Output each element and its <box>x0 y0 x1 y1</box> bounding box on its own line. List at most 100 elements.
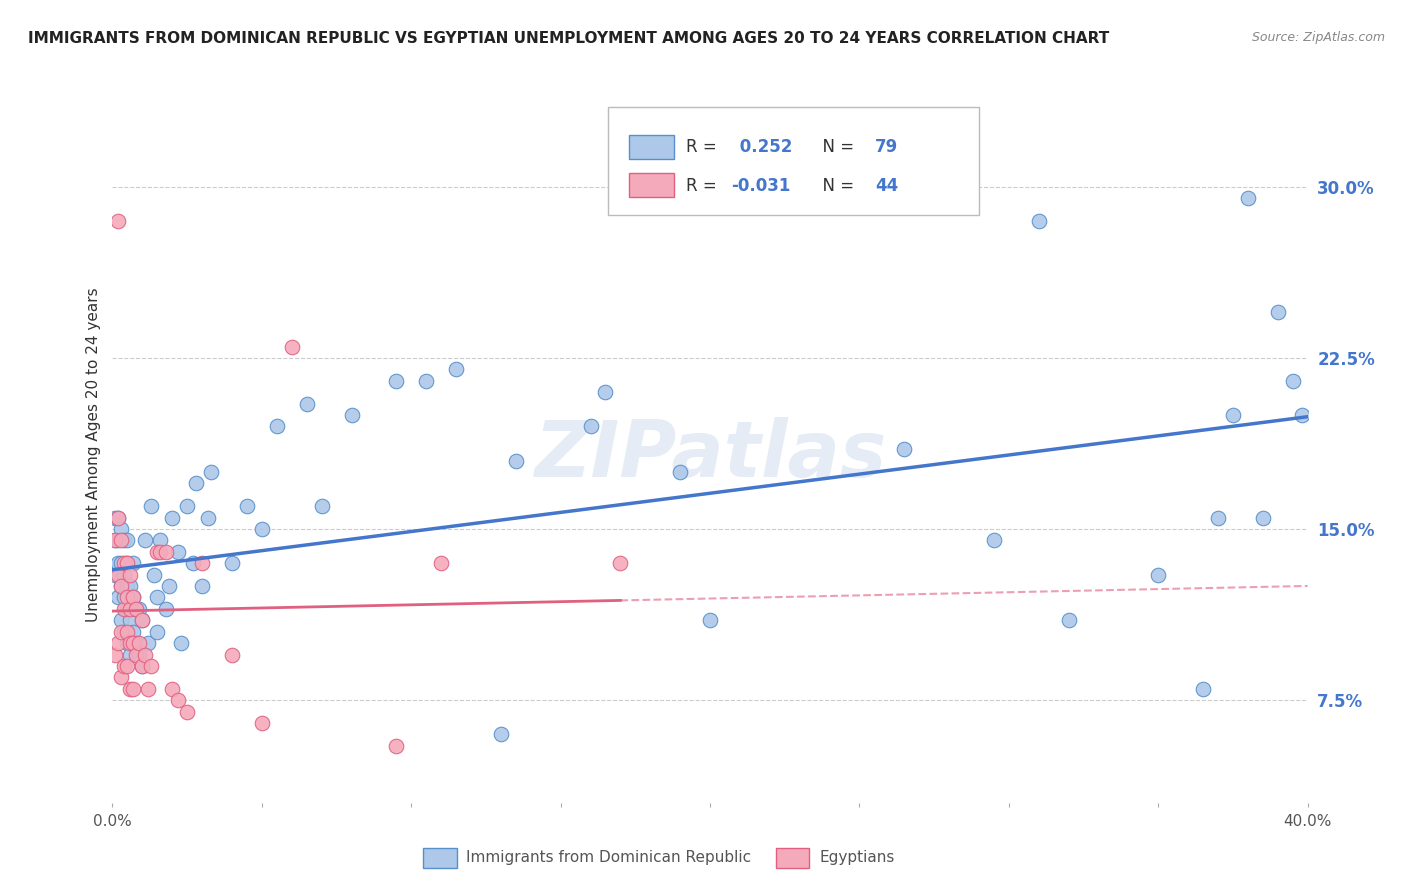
Point <box>699 613 721 627</box>
Text: 44: 44 <box>875 177 898 194</box>
Point <box>120 613 142 627</box>
Point <box>107 636 129 650</box>
FancyBboxPatch shape <box>628 135 675 159</box>
Point <box>128 648 150 662</box>
Text: N =: N = <box>811 177 859 194</box>
Text: 79: 79 <box>875 138 898 156</box>
Point <box>1237 191 1260 205</box>
FancyBboxPatch shape <box>776 848 810 868</box>
Point <box>125 648 148 662</box>
Point <box>122 591 145 605</box>
Point <box>104 533 127 548</box>
Point <box>122 591 145 605</box>
Point <box>138 681 160 696</box>
Point <box>893 442 915 457</box>
Point <box>120 567 142 582</box>
Point <box>110 670 132 684</box>
Point <box>176 705 198 719</box>
Point <box>107 510 129 524</box>
Point <box>143 567 166 582</box>
Point <box>1057 613 1080 627</box>
Point <box>669 465 692 479</box>
Point <box>122 556 145 570</box>
Point <box>1281 374 1303 388</box>
Point <box>983 533 1005 548</box>
Point <box>186 476 208 491</box>
Point <box>120 579 142 593</box>
Text: R =: R = <box>686 138 723 156</box>
Point <box>149 533 172 548</box>
Point <box>114 567 135 582</box>
Point <box>107 591 129 605</box>
Point <box>117 659 139 673</box>
Point <box>134 648 156 662</box>
Point <box>181 556 204 570</box>
Text: Source: ZipAtlas.com: Source: ZipAtlas.com <box>1251 31 1385 45</box>
Point <box>107 556 129 570</box>
Point <box>104 567 127 582</box>
Point <box>104 510 127 524</box>
Point <box>167 545 190 559</box>
Point <box>415 374 437 388</box>
Point <box>295 396 318 410</box>
Point <box>114 533 135 548</box>
Point <box>191 579 214 593</box>
Point <box>1192 681 1215 696</box>
Point <box>197 510 219 524</box>
Point <box>191 556 214 570</box>
Text: Immigrants from Dominican Republic: Immigrants from Dominican Republic <box>467 850 751 865</box>
Point <box>236 500 259 514</box>
Point <box>221 648 243 662</box>
Text: IMMIGRANTS FROM DOMINICAN REPUBLIC VS EGYPTIAN UNEMPLOYMENT AMONG AGES 20 TO 24 : IMMIGRANTS FROM DOMINICAN REPUBLIC VS EG… <box>28 31 1109 46</box>
Text: Egyptians: Egyptians <box>820 850 896 865</box>
FancyBboxPatch shape <box>609 107 979 215</box>
Point <box>120 648 142 662</box>
Point <box>117 579 139 593</box>
Point <box>114 556 135 570</box>
Point <box>117 556 139 570</box>
Point <box>114 602 135 616</box>
Text: R =: R = <box>686 177 723 194</box>
Point <box>311 500 333 514</box>
Point <box>595 385 617 400</box>
Point <box>221 556 243 570</box>
Point <box>157 579 180 593</box>
Point <box>117 533 139 548</box>
Point <box>1267 305 1289 319</box>
Point <box>1028 214 1050 228</box>
Point <box>250 715 273 730</box>
Point <box>120 636 142 650</box>
Text: -0.031: -0.031 <box>731 177 792 194</box>
Point <box>1206 510 1229 524</box>
Point <box>146 591 169 605</box>
Point <box>1251 510 1274 524</box>
Point <box>444 362 467 376</box>
Point <box>117 591 139 605</box>
Point <box>122 681 145 696</box>
Point <box>110 556 132 570</box>
Point <box>1147 567 1170 582</box>
Point <box>162 510 183 524</box>
Point <box>146 624 169 639</box>
Point <box>141 500 163 514</box>
Y-axis label: Unemployment Among Ages 20 to 24 years: Unemployment Among Ages 20 to 24 years <box>86 287 101 623</box>
Point <box>128 602 150 616</box>
Point <box>122 636 145 650</box>
Point <box>385 374 408 388</box>
Point <box>170 636 193 650</box>
Point <box>117 636 139 650</box>
Point <box>141 659 163 673</box>
Point <box>117 624 139 639</box>
Point <box>430 556 453 570</box>
Point <box>114 591 135 605</box>
FancyBboxPatch shape <box>423 848 457 868</box>
Point <box>131 613 153 627</box>
FancyBboxPatch shape <box>628 173 675 197</box>
Text: 0.252: 0.252 <box>734 138 793 156</box>
Point <box>489 727 512 741</box>
Point <box>117 556 139 570</box>
Point <box>1222 408 1244 422</box>
Point <box>266 419 288 434</box>
Point <box>122 624 145 639</box>
Point <box>117 602 139 616</box>
